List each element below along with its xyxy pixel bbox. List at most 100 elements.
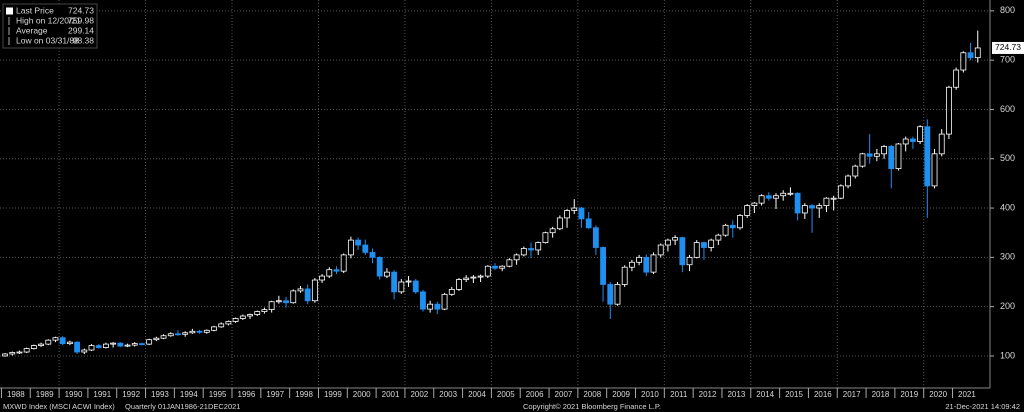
candle-body: [744, 205, 751, 216]
y-tick-label: 800: [1000, 5, 1015, 15]
last-price-tag: [992, 41, 1024, 54]
x-tick-label: 1988: [7, 390, 25, 399]
candle-body: [16, 351, 23, 354]
candle-body: [801, 205, 808, 214]
candle-body: [794, 192, 801, 214]
candle-body: [146, 339, 153, 345]
candle-body: [427, 303, 434, 310]
footer-ticker: MXWD Index (MSCI ACWI Index): [3, 402, 115, 411]
candle-body: [866, 153, 873, 157]
x-tick-label: 2005: [497, 390, 515, 399]
candle-body: [311, 279, 318, 302]
candle-body: [167, 333, 174, 337]
legend-value: 724.73: [68, 5, 94, 15]
candle-body: [470, 276, 477, 279]
candle-body: [701, 242, 707, 248]
candle-body: [499, 265, 506, 269]
legend-value: 759.98: [68, 15, 94, 25]
candle-body: [283, 300, 289, 304]
candle-body: [686, 256, 693, 266]
candle-body: [304, 288, 311, 302]
candle-body: [38, 343, 44, 347]
y-tick-label: 600: [1000, 104, 1015, 114]
legend-label: High on 12/20/21: [16, 15, 81, 25]
candle-body: [765, 195, 772, 199]
legend-value: 98.38: [73, 35, 95, 45]
candle-body: [888, 146, 895, 170]
candle-body: [600, 247, 607, 285]
candle-body: [355, 239, 362, 246]
x-tick-label: 1999: [324, 390, 342, 399]
candle-body: [737, 215, 743, 229]
candle-body: [823, 197, 830, 206]
candle-body: [398, 281, 405, 293]
candle-body: [636, 256, 643, 263]
candle-body: [66, 341, 73, 345]
x-tick-label: 2002: [410, 390, 428, 399]
candle-body: [852, 165, 859, 177]
candle-body: [564, 210, 570, 219]
candle-body: [434, 303, 441, 310]
legend-label: Last Price: [16, 5, 54, 15]
candle-body: [254, 311, 261, 315]
candle-body: [506, 259, 513, 267]
x-tick-label: 1990: [65, 390, 83, 399]
x-tick-label: 2000: [353, 390, 371, 399]
candle-body: [773, 195, 779, 199]
candle-body: [420, 291, 426, 310]
candle-body: [931, 153, 938, 187]
x-tick-label: 1998: [295, 390, 313, 399]
x-tick-label: 2009: [612, 390, 630, 399]
x-tick-label: 1993: [151, 390, 169, 399]
candle-body: [326, 269, 333, 277]
candle-body: [881, 146, 888, 155]
legend-label: Low on 03/31/88: [16, 35, 79, 45]
x-tick-label: 2019: [900, 390, 918, 399]
x-tick-label: 2008: [583, 390, 601, 399]
candle-body: [369, 252, 376, 258]
candle-body: [578, 207, 585, 220]
x-tick-label: 2003: [439, 390, 457, 399]
candle-body: [679, 237, 686, 266]
candle-body: [528, 248, 534, 251]
x-tick-label: 1991: [93, 390, 111, 399]
candle-body: [239, 315, 246, 319]
candle-body: [81, 349, 88, 353]
candle-body: [211, 326, 217, 331]
candle-body: [708, 239, 715, 248]
candle-body: [456, 279, 462, 290]
candle-body: [902, 138, 909, 145]
y-tick-label: 100: [1000, 350, 1015, 360]
candle-body: [52, 337, 59, 341]
candle-body: [189, 330, 196, 334]
candle-body: [448, 288, 455, 295]
candle-body: [124, 344, 131, 347]
last-price-label: 724.73: [995, 42, 1021, 52]
legend-value: 299.14: [68, 25, 94, 35]
candle-body: [9, 352, 16, 355]
candle-body: [535, 242, 542, 251]
x-tick-label: 2010: [641, 390, 659, 399]
y-tick-label: 300: [1000, 252, 1015, 262]
x-tick-label: 1996: [238, 390, 256, 399]
candle-body: [917, 126, 924, 142]
x-tick-label: 2020: [929, 390, 947, 399]
x-tick-label: 1989: [36, 390, 54, 399]
candle-body: [232, 318, 239, 322]
candle-body: [477, 275, 484, 278]
x-tick-label: 2013: [727, 390, 745, 399]
x-tick-label: 1997: [266, 390, 284, 399]
candle-body: [607, 284, 614, 305]
x-tick-label: 2004: [468, 390, 486, 399]
candle-body: [859, 153, 866, 167]
x-tick-label: 2011: [670, 390, 688, 399]
candle-body: [412, 280, 419, 293]
candle-body: [290, 290, 297, 304]
candle-body: [383, 271, 390, 277]
candle-body: [938, 133, 945, 155]
candle-body: [556, 217, 563, 230]
x-tick-label: 1994: [180, 390, 198, 399]
